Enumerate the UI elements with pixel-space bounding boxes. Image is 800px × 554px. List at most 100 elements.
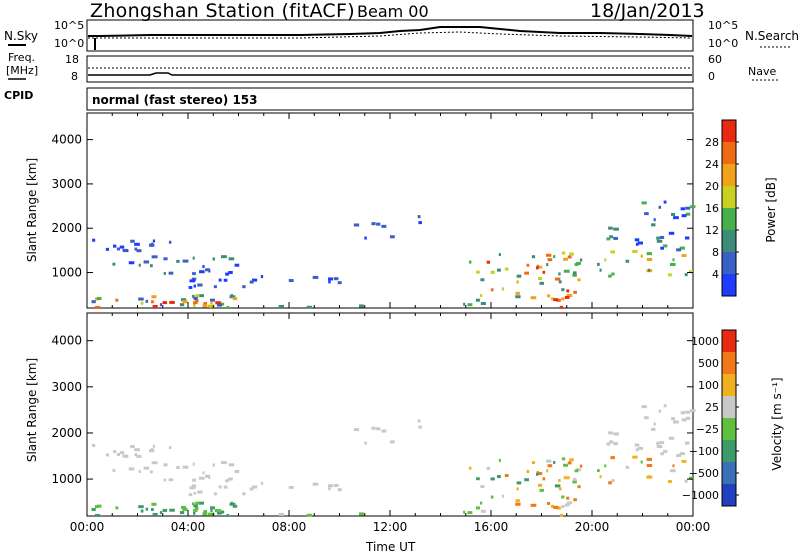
power-echo-cell xyxy=(112,262,116,266)
power-echo-cell xyxy=(215,301,222,305)
velocity-echo-cell xyxy=(94,505,99,509)
power-echo-cell xyxy=(151,300,154,304)
power-echo-cell xyxy=(149,243,154,247)
velocity-echo-cell xyxy=(306,513,312,517)
power-echo-cell xyxy=(671,212,676,216)
power-echo-cell xyxy=(530,296,537,300)
station-title: Zhongshan Station (fitACF) xyxy=(90,0,355,22)
power-echo-cell xyxy=(138,297,144,301)
velocity-echo-cell xyxy=(381,429,387,433)
power-echo-cell xyxy=(122,248,128,252)
velocity-echo-cell xyxy=(203,509,207,513)
power-echo-cell xyxy=(182,300,188,304)
velocity-echo-cell xyxy=(138,469,141,473)
colorbar-tick-label: 28 xyxy=(705,136,719,149)
velocity-echo-cell xyxy=(152,444,156,448)
power-echo-cell xyxy=(94,297,99,301)
power-echo-cell xyxy=(480,294,483,298)
velocity-echo-cell xyxy=(688,476,694,480)
velocity-echo-cell xyxy=(475,506,480,510)
power-echo-cell xyxy=(418,221,422,225)
power-echo-cell xyxy=(192,272,196,276)
velocity-echo-cell xyxy=(376,427,381,431)
velocity-echo-cell xyxy=(566,496,570,500)
freq-right-tick-bottom: 0 xyxy=(708,70,715,83)
velocity-echo-cell xyxy=(547,464,553,468)
velocity-echo-cell xyxy=(663,404,667,408)
power-echo-cell xyxy=(515,291,520,295)
power-echo-cell xyxy=(553,255,556,259)
power-echo-cell xyxy=(572,273,577,277)
velocity-echo-cell xyxy=(656,441,660,445)
velocity-echo-cell xyxy=(681,418,687,422)
velocity-echo-cell xyxy=(163,463,168,467)
velocity-echo-cell xyxy=(566,501,573,505)
velocity-echo-cell xyxy=(199,476,205,480)
velocity-echo-cell xyxy=(553,460,556,464)
power-echo-cell xyxy=(162,301,168,305)
power-echo-cell xyxy=(134,247,138,251)
velocity-echo-cell xyxy=(210,509,213,513)
velocity-echo-cell xyxy=(468,466,472,470)
y-tick-label: 2000 xyxy=(51,426,82,440)
power-echo-cell xyxy=(501,287,505,291)
y-tick-label: 1000 xyxy=(51,266,82,280)
power-echo-cell xyxy=(637,241,644,245)
power-echo-cell xyxy=(91,300,96,304)
x-tick-label: 04:00 xyxy=(171,520,206,534)
power-echo-cell xyxy=(152,239,156,243)
velocity-echo-cell xyxy=(668,480,672,484)
power-echo-cell xyxy=(194,299,199,303)
velocity-echo-cell xyxy=(569,458,574,462)
velocity-echo-cell xyxy=(644,416,649,420)
velocity-echo-cell xyxy=(577,485,581,489)
power-echo-cell xyxy=(475,298,480,302)
velocity-echo-cell xyxy=(143,466,150,470)
velocity-echo-cell xyxy=(138,505,144,509)
velocity-echo-cell xyxy=(537,483,543,487)
power-echo-cell xyxy=(115,298,119,302)
freq-label-1: Freq. xyxy=(8,51,36,64)
power-echo-cell xyxy=(333,277,339,281)
colorbar-tick-label: 1000 xyxy=(691,335,719,348)
power-echo-cell xyxy=(220,255,227,259)
freq-left-tick-top: 18 xyxy=(65,53,79,66)
velocity-echo-cell xyxy=(609,440,614,444)
velocity-echo-cell xyxy=(149,449,154,453)
power-echo-cell xyxy=(486,260,491,264)
power-echo-cell xyxy=(149,264,153,268)
velocity-echo-cell xyxy=(554,484,561,488)
power-echo-cell xyxy=(569,252,574,256)
power-echo-cell xyxy=(558,272,561,276)
power-echo-cell xyxy=(635,242,639,246)
power-echo-cell xyxy=(497,268,501,272)
beam-label: Beam 00 xyxy=(357,2,429,21)
velocity-echo-cell xyxy=(359,512,364,516)
velocity-echo-cell xyxy=(563,463,568,467)
velocity-echo-cell xyxy=(193,511,196,515)
velocity-echo-cell xyxy=(596,469,600,473)
velocity-echo-cell xyxy=(467,511,473,515)
power-echo-cell xyxy=(213,285,217,289)
colorbar-segment xyxy=(722,142,736,165)
power-echo-cell xyxy=(537,276,543,280)
power-echo-cell xyxy=(242,285,246,289)
power-echo-cell xyxy=(668,231,675,235)
power-echo-cell xyxy=(566,289,570,293)
power-echo-cell xyxy=(668,273,672,277)
velocity-echo-cell xyxy=(182,507,188,511)
time-axis-label: Time UT xyxy=(366,540,416,554)
colorbar-tick-label: −500 xyxy=(689,467,719,480)
velocity-echo-cell xyxy=(564,503,570,507)
velocity-echo-cell xyxy=(673,420,679,424)
colorbar-tick-label: 16 xyxy=(705,202,719,215)
nsky-label: N.Sky xyxy=(4,29,39,43)
velocity-echo-cell xyxy=(486,466,491,470)
power-echo-cell xyxy=(94,305,101,309)
velocity-echo-cell xyxy=(128,467,135,471)
velocity-echo-cell xyxy=(542,477,546,481)
velocity-echo-cell xyxy=(463,510,466,514)
power-echo-cell xyxy=(92,238,96,242)
velocity-echo-cell xyxy=(574,469,579,473)
colorbar-segment xyxy=(722,440,736,463)
